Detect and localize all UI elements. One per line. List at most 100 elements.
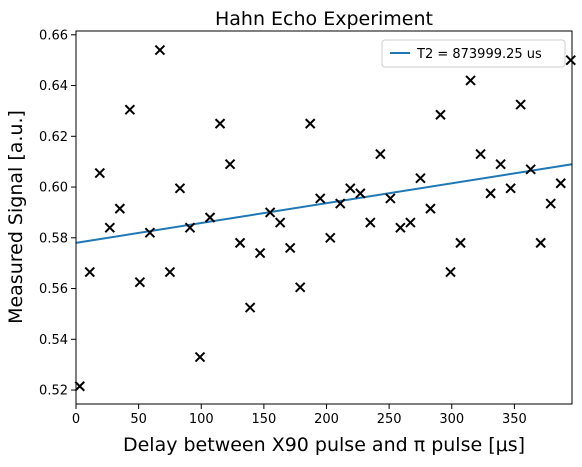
data-point-stroke (535, 237, 546, 249)
data-point (345, 183, 356, 194)
data-point-stroke (174, 183, 186, 194)
data-point (224, 159, 236, 170)
data-point (94, 167, 106, 179)
y-axis-label: Measured Signal [a.u.] (5, 110, 27, 324)
data-point-stroke (445, 266, 456, 278)
data-point (325, 232, 336, 244)
data-point (525, 164, 536, 175)
legend-box (381, 39, 566, 68)
y-axis-ticks: 0.52 0.54 0.56 0.58 0.60 0.62 0.64 0.66 (39, 28, 76, 399)
x-tick-label: 350 (502, 412, 527, 427)
data-point (244, 302, 256, 313)
y-tick-label: 0.66 (39, 28, 68, 43)
data-point-stroke (134, 276, 146, 288)
x-tick-label: 250 (377, 412, 402, 427)
data-point-stroke (144, 227, 156, 238)
data-point-stroke (164, 266, 176, 278)
y-tick-label: 0.62 (39, 130, 68, 145)
legend: T2 = 873999.25 us (381, 39, 566, 68)
data-point (104, 222, 116, 233)
y-tick-label: 0.64 (39, 79, 68, 94)
data-point (264, 207, 276, 218)
data-point-stroke (214, 118, 226, 129)
data-point-stroke (415, 172, 426, 184)
data-point (234, 237, 246, 249)
data-point (164, 266, 176, 278)
data-point (365, 217, 376, 228)
data-point (535, 237, 546, 249)
data-point-stroke (204, 212, 216, 223)
data-point-stroke (505, 183, 516, 194)
data-point (555, 178, 566, 189)
data-point-stroke (325, 232, 336, 244)
data-point (515, 99, 526, 110)
data-point (445, 266, 456, 278)
data-point-stroke (84, 266, 95, 278)
data-point (184, 222, 196, 233)
data-point (435, 109, 446, 120)
data-point-stroke (254, 247, 266, 259)
data-point (415, 172, 426, 184)
data-point (84, 266, 95, 278)
y-tick-label: 0.56 (39, 282, 68, 297)
plot-area (76, 31, 572, 404)
data-point (355, 188, 366, 199)
data-point-stroke (545, 198, 556, 209)
data-point-stroke (515, 99, 526, 110)
data-point-stroke (234, 237, 246, 249)
data-point (274, 217, 286, 228)
x-tick-label: 0 (72, 412, 80, 427)
x-tick-label: 50 (130, 412, 147, 427)
data-point-stroke (305, 118, 316, 129)
y-tick-label: 0.54 (39, 333, 68, 348)
data-point-stroke (294, 282, 306, 293)
data-point (305, 118, 316, 129)
data-point-stroke (114, 203, 126, 214)
data-point-stroke (274, 217, 286, 228)
x-tick-label: 300 (439, 412, 464, 427)
data-point (315, 193, 326, 204)
data-point (114, 203, 126, 214)
data-point (405, 217, 416, 228)
data-point-stroke (565, 54, 576, 66)
data-point-stroke (264, 207, 276, 218)
data-point-stroke (405, 217, 416, 228)
data-point-stroke (345, 183, 356, 194)
data-point (505, 183, 516, 194)
y-tick-label: 0.52 (39, 384, 68, 399)
data-point-stroke (124, 104, 136, 115)
data-point (475, 148, 486, 160)
plot-frame (75, 30, 573, 405)
data-point (545, 198, 556, 209)
y-tick-label: 0.58 (39, 231, 68, 246)
data-point (204, 212, 216, 223)
data-point (465, 75, 476, 86)
x-axis-label: Delay between X90 pulse and π pulse [μs] (123, 434, 525, 456)
data-point (194, 351, 206, 363)
data-point (294, 282, 306, 293)
data-point-stroke (465, 75, 476, 86)
data-point (385, 193, 396, 204)
data-point (565, 54, 576, 66)
data-point (174, 183, 186, 194)
data-point-stroke (94, 167, 106, 179)
data-point (375, 148, 386, 160)
data-point-stroke (335, 198, 346, 209)
data-point-stroke (425, 203, 436, 214)
data-point (335, 198, 346, 209)
data-point-stroke (485, 188, 496, 199)
data-point-stroke (224, 159, 236, 170)
plot-content (74, 44, 576, 392)
data-point (124, 104, 136, 115)
data-point (144, 227, 156, 238)
data-point (425, 203, 436, 214)
data-point (485, 188, 496, 199)
data-point (284, 242, 296, 254)
legend-label: T2 = 873999.25 us (416, 47, 542, 62)
data-point (254, 247, 266, 259)
data-point (395, 222, 406, 233)
data-point-stroke (555, 178, 566, 189)
data-point-stroke (365, 217, 376, 228)
data-point-stroke (455, 237, 466, 249)
data-point (495, 159, 506, 170)
